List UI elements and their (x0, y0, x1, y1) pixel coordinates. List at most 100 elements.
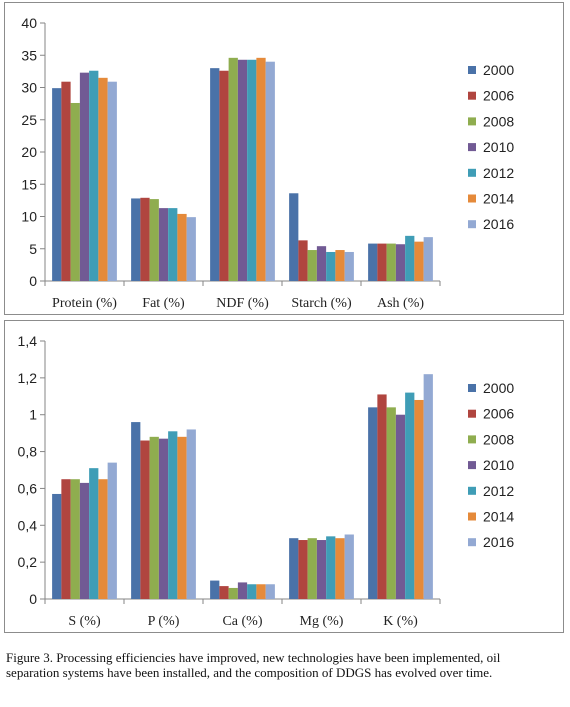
x-tick-label: Starch (%) (291, 296, 352, 311)
bar-2012-5 (405, 392, 415, 599)
bar-2012-4 (326, 251, 336, 281)
y-tick-label: 0,6 (18, 480, 38, 496)
bar-2006-5 (377, 394, 387, 599)
legend-label: 2012 (483, 165, 514, 181)
y-tick-label: 35 (21, 47, 37, 63)
bar-2000-1 (52, 88, 62, 282)
x-tick-label: Mg (%) (300, 614, 344, 629)
legend-label: 2006 (483, 88, 514, 104)
legend-swatch (468, 512, 476, 521)
bar-2010-1 (79, 72, 90, 281)
legend-swatch (468, 66, 476, 74)
bar-2012-5 (405, 235, 415, 281)
chart-panel-minerals: 0 0,2 0,4 0,6 0,8 1 1,2 1,4 S (%) P (%) Ca (%) Mg (… (4, 320, 564, 633)
bar-2006-3 (219, 70, 229, 281)
bar-2012-4 (326, 536, 336, 599)
bar-2012-2 (168, 431, 178, 599)
bar-2014-1 (98, 77, 108, 281)
legend-swatch (468, 461, 476, 470)
legend-swatch (468, 143, 476, 152)
bar-2014-2 (177, 436, 187, 599)
bar-chart-macronutrients: 0 5 10 15 20 25 30 35 40 Protein (%) Fat (%) NDF (%… (21, 15, 514, 311)
legend-label: 2014 (483, 509, 514, 525)
bar-2014-3 (256, 584, 266, 599)
x-tick-label: Fat (%) (142, 296, 185, 311)
y-tick-label: 1,2 (18, 370, 38, 386)
legend-label: 2000 (483, 380, 514, 396)
figure-caption: Figure 3. Processing efficiencies have i… (6, 650, 501, 680)
y-tick-label: 1,4 (18, 333, 38, 349)
y-tick-label: 20 (21, 144, 37, 160)
x-tick-label: Ash (%) (377, 296, 424, 311)
y-tick-label: 0,4 (18, 517, 38, 533)
legend-label: 2014 (483, 191, 514, 207)
bar-2000-2 (131, 422, 141, 599)
bar-2016-5 (423, 374, 433, 599)
legend-swatch (468, 194, 476, 203)
bar-2008-1 (70, 102, 80, 281)
x-tick-label: NDF (%) (216, 296, 269, 311)
bar-2016-4 (344, 534, 354, 599)
legend-swatch (468, 220, 476, 229)
bar-2016-4 (344, 251, 354, 281)
bar-2010-2 (158, 208, 169, 281)
chart-panel-macronutrients: 0 5 10 15 20 25 30 35 40 Protein (%) Fat (%) NDF (%… (4, 2, 564, 315)
bar-2012-2 (168, 208, 178, 281)
y-tick-label: 1 (29, 407, 37, 423)
bar-2014-2 (177, 213, 187, 281)
bar-2014-4 (335, 538, 345, 599)
bar-2006-1 (61, 479, 71, 599)
bar-2006-2 (140, 197, 150, 281)
bar-2006-1 (61, 81, 71, 281)
legend-swatch (468, 384, 476, 392)
y-tick-label: 40 (21, 15, 37, 31)
bar-2012-3 (247, 59, 257, 281)
bar-2010-4 (316, 246, 327, 281)
bar-2000-4 (289, 538, 299, 599)
y-tick-label: 0,2 (18, 554, 38, 570)
y-tick-label: 0,8 (18, 444, 38, 460)
x-tick-label: Protein (%) (52, 296, 117, 311)
bar-2010-3 (237, 59, 248, 281)
bar-2014-5 (414, 399, 424, 599)
bar-2006-4 (298, 240, 308, 281)
bar-2008-1 (70, 479, 80, 599)
legend-label: 2016 (483, 216, 514, 232)
bar-2010-1 (79, 482, 90, 599)
y-tick-label: 0 (29, 591, 37, 607)
legend-label: 2016 (483, 534, 514, 550)
y-tick-label: 0 (29, 273, 37, 289)
bar-2014-3 (256, 57, 266, 281)
bar-2014-1 (98, 479, 108, 599)
bar-2016-2 (186, 429, 196, 599)
bar-2012-3 (247, 584, 257, 599)
bar-2014-5 (414, 241, 424, 281)
bar-2006-5 (377, 243, 387, 281)
bar-2016-3 (265, 61, 275, 282)
legend-swatch (468, 538, 476, 547)
legend-swatch (468, 117, 476, 126)
legend-swatch (468, 168, 476, 177)
legend-label: 2008 (483, 431, 514, 447)
legend-swatch (468, 409, 476, 418)
bar-2006-3 (219, 586, 229, 599)
x-tick-label: Ca (%) (222, 614, 262, 629)
y-tick-label: 15 (21, 176, 37, 192)
bar-2000-4 (289, 193, 299, 281)
bar-2008-3 (228, 587, 238, 599)
legend-label: 2000 (483, 62, 514, 78)
y-tick-label: 5 (29, 241, 37, 257)
y-tick-label: 30 (21, 80, 37, 96)
bar-2008-2 (149, 436, 159, 599)
legend-label: 2012 (483, 483, 514, 499)
bar-2006-2 (140, 440, 150, 599)
y-tick-label: 25 (21, 112, 37, 128)
bar-2014-4 (335, 250, 345, 281)
bar-2010-2 (158, 438, 169, 599)
bar-chart-minerals: 0 0,2 0,4 0,6 0,8 1 1,2 1,4 S (%) P (%) Ca (%) Mg (… (18, 333, 515, 629)
bar-2000-5 (368, 407, 378, 599)
x-tick-label: P (%) (148, 614, 180, 629)
legend-swatch (468, 91, 476, 100)
bar-2008-2 (149, 199, 159, 281)
bar-2012-1 (89, 468, 99, 599)
